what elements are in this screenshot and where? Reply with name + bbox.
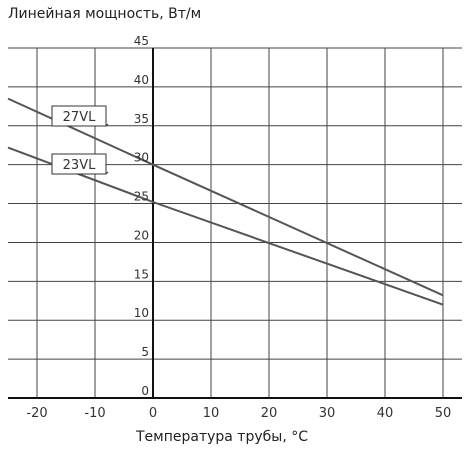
y-tick-label: 5 — [141, 345, 149, 359]
x-tick-label: -20 — [26, 406, 47, 421]
tick-labels: 0 5 10 15 20 25 30 35 40 45 -20 -10 0 10 20 30 40 50 — [26, 34, 451, 421]
series-lines — [7, 97, 444, 306]
x-tick-label: 0 — [149, 406, 157, 421]
series-label-box — [51, 153, 107, 175]
series-line-27VL — [7, 97, 444, 297]
x-tick-label: 50 — [435, 406, 452, 421]
y-tick-label: 15 — [134, 267, 149, 281]
x-tick-label: 30 — [319, 406, 336, 421]
series-labels: 27VL 23VL — [51, 105, 109, 175]
x-tick-label: 20 — [261, 406, 278, 421]
x-tick-label: 40 — [377, 406, 394, 421]
x-axis-label: Температура трубы, °C — [135, 429, 308, 445]
series-label-23VL: 23VL — [63, 158, 96, 173]
axes — [8, 48, 462, 399]
y-tick-label: 25 — [134, 190, 149, 204]
y-tick-label: 40 — [134, 73, 149, 87]
y-tick-label: 45 — [134, 34, 149, 48]
x-tick-label: -10 — [84, 406, 105, 421]
y-tick-label: 30 — [134, 151, 149, 165]
y-tick-label: 35 — [134, 112, 149, 126]
y-tick-label: 10 — [134, 306, 149, 320]
chart-title: Линейная мощность, Вт/м — [8, 6, 202, 22]
series-label-box — [51, 105, 107, 127]
y-tick-label: 0 — [141, 384, 149, 398]
series-label-27VL: 27VL — [63, 110, 96, 125]
y-tick-label: 20 — [134, 228, 149, 242]
x-tick-label: 10 — [203, 406, 220, 421]
grid-lines — [8, 47, 462, 399]
